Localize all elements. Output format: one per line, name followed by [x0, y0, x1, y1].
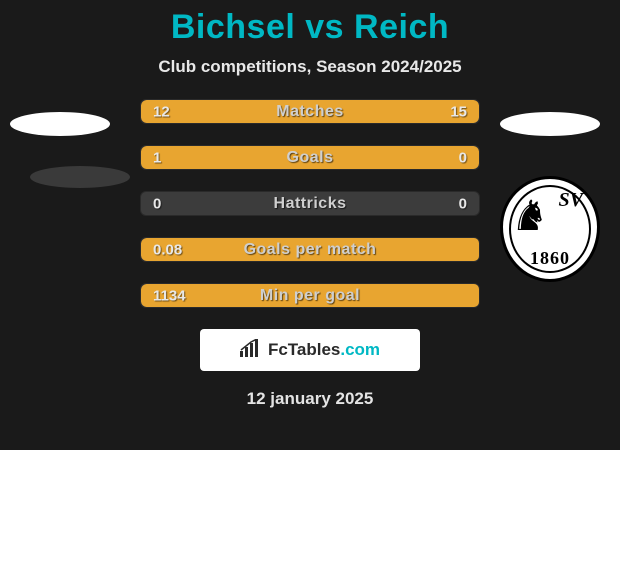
- stat-row-hattricks: 0 Hattricks 0: [140, 191, 480, 216]
- brand-suffix: .com: [340, 340, 380, 359]
- stat-left-value: 0: [153, 195, 161, 212]
- bar-right-fill: [405, 146, 479, 169]
- badge-ellipse-top: [10, 112, 110, 136]
- stat-label: Goals: [287, 149, 334, 167]
- bar-left-fill: [141, 146, 405, 169]
- stat-row-matches: 12 Matches 15: [140, 99, 480, 124]
- team-badge-right: ♞ SV 1860: [500, 112, 610, 282]
- stat-right-value: 15: [450, 103, 467, 120]
- stat-row-goals: 1 Goals 0: [140, 145, 480, 170]
- stat-left-value: 0.08: [153, 241, 182, 258]
- stat-label: Hattricks: [274, 195, 347, 213]
- brand-box[interactable]: FcTables.com: [200, 329, 420, 371]
- crest-letters: SV: [559, 191, 583, 209]
- date-line: 12 january 2025: [0, 389, 620, 409]
- stat-label: Matches: [276, 103, 344, 121]
- stat-right-value: 0: [459, 195, 467, 212]
- stat-label: Min per goal: [260, 287, 360, 305]
- brand-name: FcTables: [268, 340, 340, 359]
- stat-left-value: 12: [153, 103, 170, 120]
- chart-icon: [240, 339, 262, 362]
- page-title: Bichsel vs Reich: [0, 8, 620, 47]
- subtitle: Club competitions, Season 2024/2025: [0, 57, 620, 77]
- crest-year: 1860: [503, 248, 597, 269]
- stat-row-min-per-goal: 1134 Min per goal: [140, 283, 480, 308]
- stat-label: Goals per match: [244, 241, 377, 259]
- stat-left-value: 1134: [153, 287, 186, 304]
- lion-icon: ♞: [511, 191, 549, 240]
- badge-ellipse-bottom: [30, 166, 130, 188]
- team-badge-left: [10, 112, 120, 188]
- club-crest: ♞ SV 1860: [500, 176, 600, 282]
- stat-right-value: 0: [459, 149, 467, 166]
- badge-ellipse-top: [500, 112, 600, 136]
- stat-row-goals-per-match: 0.08 Goals per match: [140, 237, 480, 262]
- stats-bars: 12 Matches 15 1 Goals 0 0 Hattricks 0 0.…: [140, 99, 480, 308]
- comparison-panel: Bichsel vs Reich Club competitions, Seas…: [0, 0, 620, 450]
- brand-text: FcTables.com: [268, 340, 380, 360]
- stat-left-value: 1: [153, 149, 161, 166]
